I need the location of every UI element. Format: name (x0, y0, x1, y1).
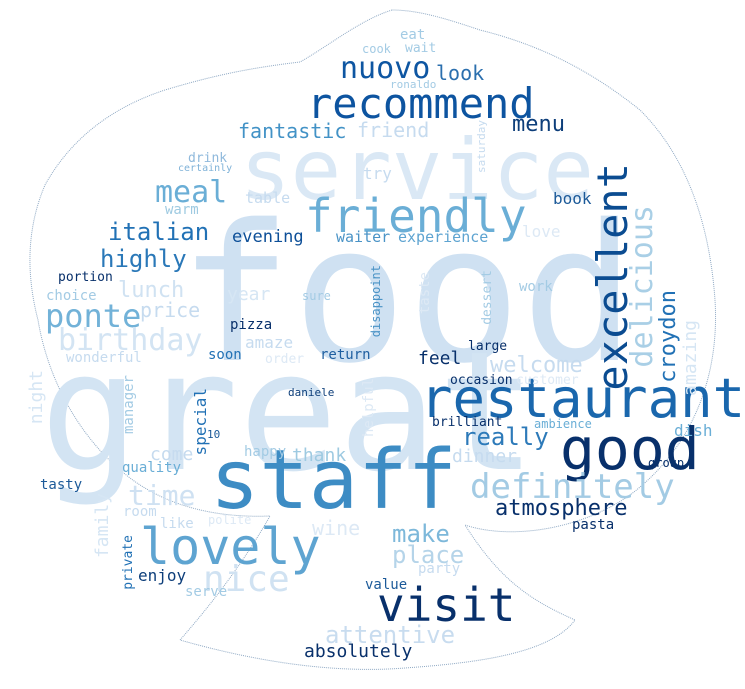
spade-outline (29, 9, 717, 670)
word-good: good (560, 415, 700, 483)
word-service: service (240, 121, 595, 219)
word-ponte: ponte (45, 297, 142, 335)
word-helpful: helpful (361, 378, 377, 438)
word-welcome: welcome (490, 353, 583, 378)
word-happy: happy (244, 444, 287, 460)
word-quality: quality (122, 460, 182, 476)
word-daniele: daniele (288, 386, 335, 399)
word-private: private (121, 535, 136, 590)
word-choice: choice (46, 288, 97, 304)
word-pizza: pizza (230, 317, 273, 333)
word-definitely: definitely (470, 467, 675, 507)
word-amaze: amaze (245, 333, 294, 352)
word-value: value (365, 577, 408, 593)
word-return: return (320, 347, 371, 363)
word-book: book (553, 189, 592, 208)
word-serve: serve (185, 584, 228, 600)
word-thank: thank (292, 445, 347, 466)
word-year: year (227, 284, 271, 305)
word-attentive: attentive (325, 621, 456, 649)
word-disappoint: disappoint (369, 265, 383, 338)
word-great: great (40, 316, 537, 508)
word-portion: portion (58, 270, 113, 285)
word-time: time (128, 479, 196, 512)
word-occasion: occasion (450, 373, 513, 388)
word-visit: visit (377, 578, 516, 632)
word-soon: soon (208, 347, 242, 363)
word-order: order (265, 352, 305, 367)
word-meal: meal (155, 175, 228, 210)
word-croydon: croydon (656, 290, 681, 383)
word-price: price (140, 298, 201, 322)
word-really: really (462, 423, 549, 451)
word-wine: wine (312, 516, 361, 540)
word-sure: sure (302, 289, 331, 303)
word-like: like (160, 516, 194, 532)
word-large: large (468, 339, 508, 354)
word-menu: menu (512, 112, 565, 137)
word-try: try (363, 164, 392, 183)
word-tasty: tasty (40, 477, 83, 493)
word-staff: staff (210, 433, 457, 528)
word-certainly: certainly (178, 163, 233, 174)
word-taste: taste (417, 272, 433, 315)
word-lovely: lovely (140, 518, 321, 576)
word-night: night (26, 370, 47, 425)
word-friend: friend (357, 118, 430, 142)
word-amazing: amazing (680, 320, 701, 396)
word-lunch: lunch (118, 278, 185, 303)
word-enjoy: enjoy (138, 566, 187, 585)
word-saturday: saturday (475, 120, 488, 173)
word-wonderful: wonderful (66, 350, 142, 366)
word-dish: dish (674, 421, 713, 440)
word-food: food (178, 184, 636, 405)
word-group: group (648, 456, 685, 470)
word-wait: wait (405, 41, 437, 56)
word-special: special (191, 388, 210, 456)
word-warm: warm (165, 202, 199, 218)
word-table: table (245, 189, 291, 207)
word-work: work (519, 279, 553, 295)
word-eat: eat (400, 27, 426, 43)
word-dinner: dinner (452, 446, 518, 467)
word-manager: manager (121, 375, 137, 435)
word-drink: drink (188, 151, 228, 166)
word-feel: feel (418, 348, 462, 369)
word-look: look (436, 61, 485, 85)
word-highly: highly (100, 245, 187, 273)
word-recommend: recommend (307, 79, 535, 128)
word-make: make (392, 520, 450, 548)
word-pasta: pasta (572, 517, 615, 533)
word-birthday: birthday (58, 323, 203, 358)
word-absolutely: absolutely (304, 641, 413, 662)
word-customer: customer (516, 373, 579, 388)
word-delicious: delicious (625, 205, 660, 368)
word-ambience: ambience (534, 417, 592, 431)
word-place: place (392, 541, 465, 569)
word-nuovo: nuovo (340, 51, 431, 86)
word-restaurant: restaurant (420, 367, 745, 430)
word-friendly: friendly (305, 189, 527, 243)
word-polite: polite (208, 513, 252, 527)
word-10: 10 (207, 428, 221, 441)
word-experience: experience (398, 228, 489, 246)
word-come: come (150, 444, 194, 465)
word-evening: evening (232, 227, 304, 247)
word-room: room (123, 504, 157, 520)
word-nice: nice (203, 559, 290, 600)
word-fantastic: fantastic (238, 119, 347, 143)
word-brilliant: brilliant (432, 415, 503, 430)
word-italian: italian (108, 218, 210, 246)
word-party: party (418, 561, 461, 577)
word-family: family (92, 493, 113, 559)
word-love: love (522, 222, 561, 241)
word-atmosphere: atmosphere (495, 496, 628, 521)
word-cook: cook (362, 42, 391, 56)
word-ronaldo: ronaldo (390, 78, 437, 91)
word-waiter: waiter (336, 228, 391, 246)
word-dessert: dessert (480, 270, 495, 325)
